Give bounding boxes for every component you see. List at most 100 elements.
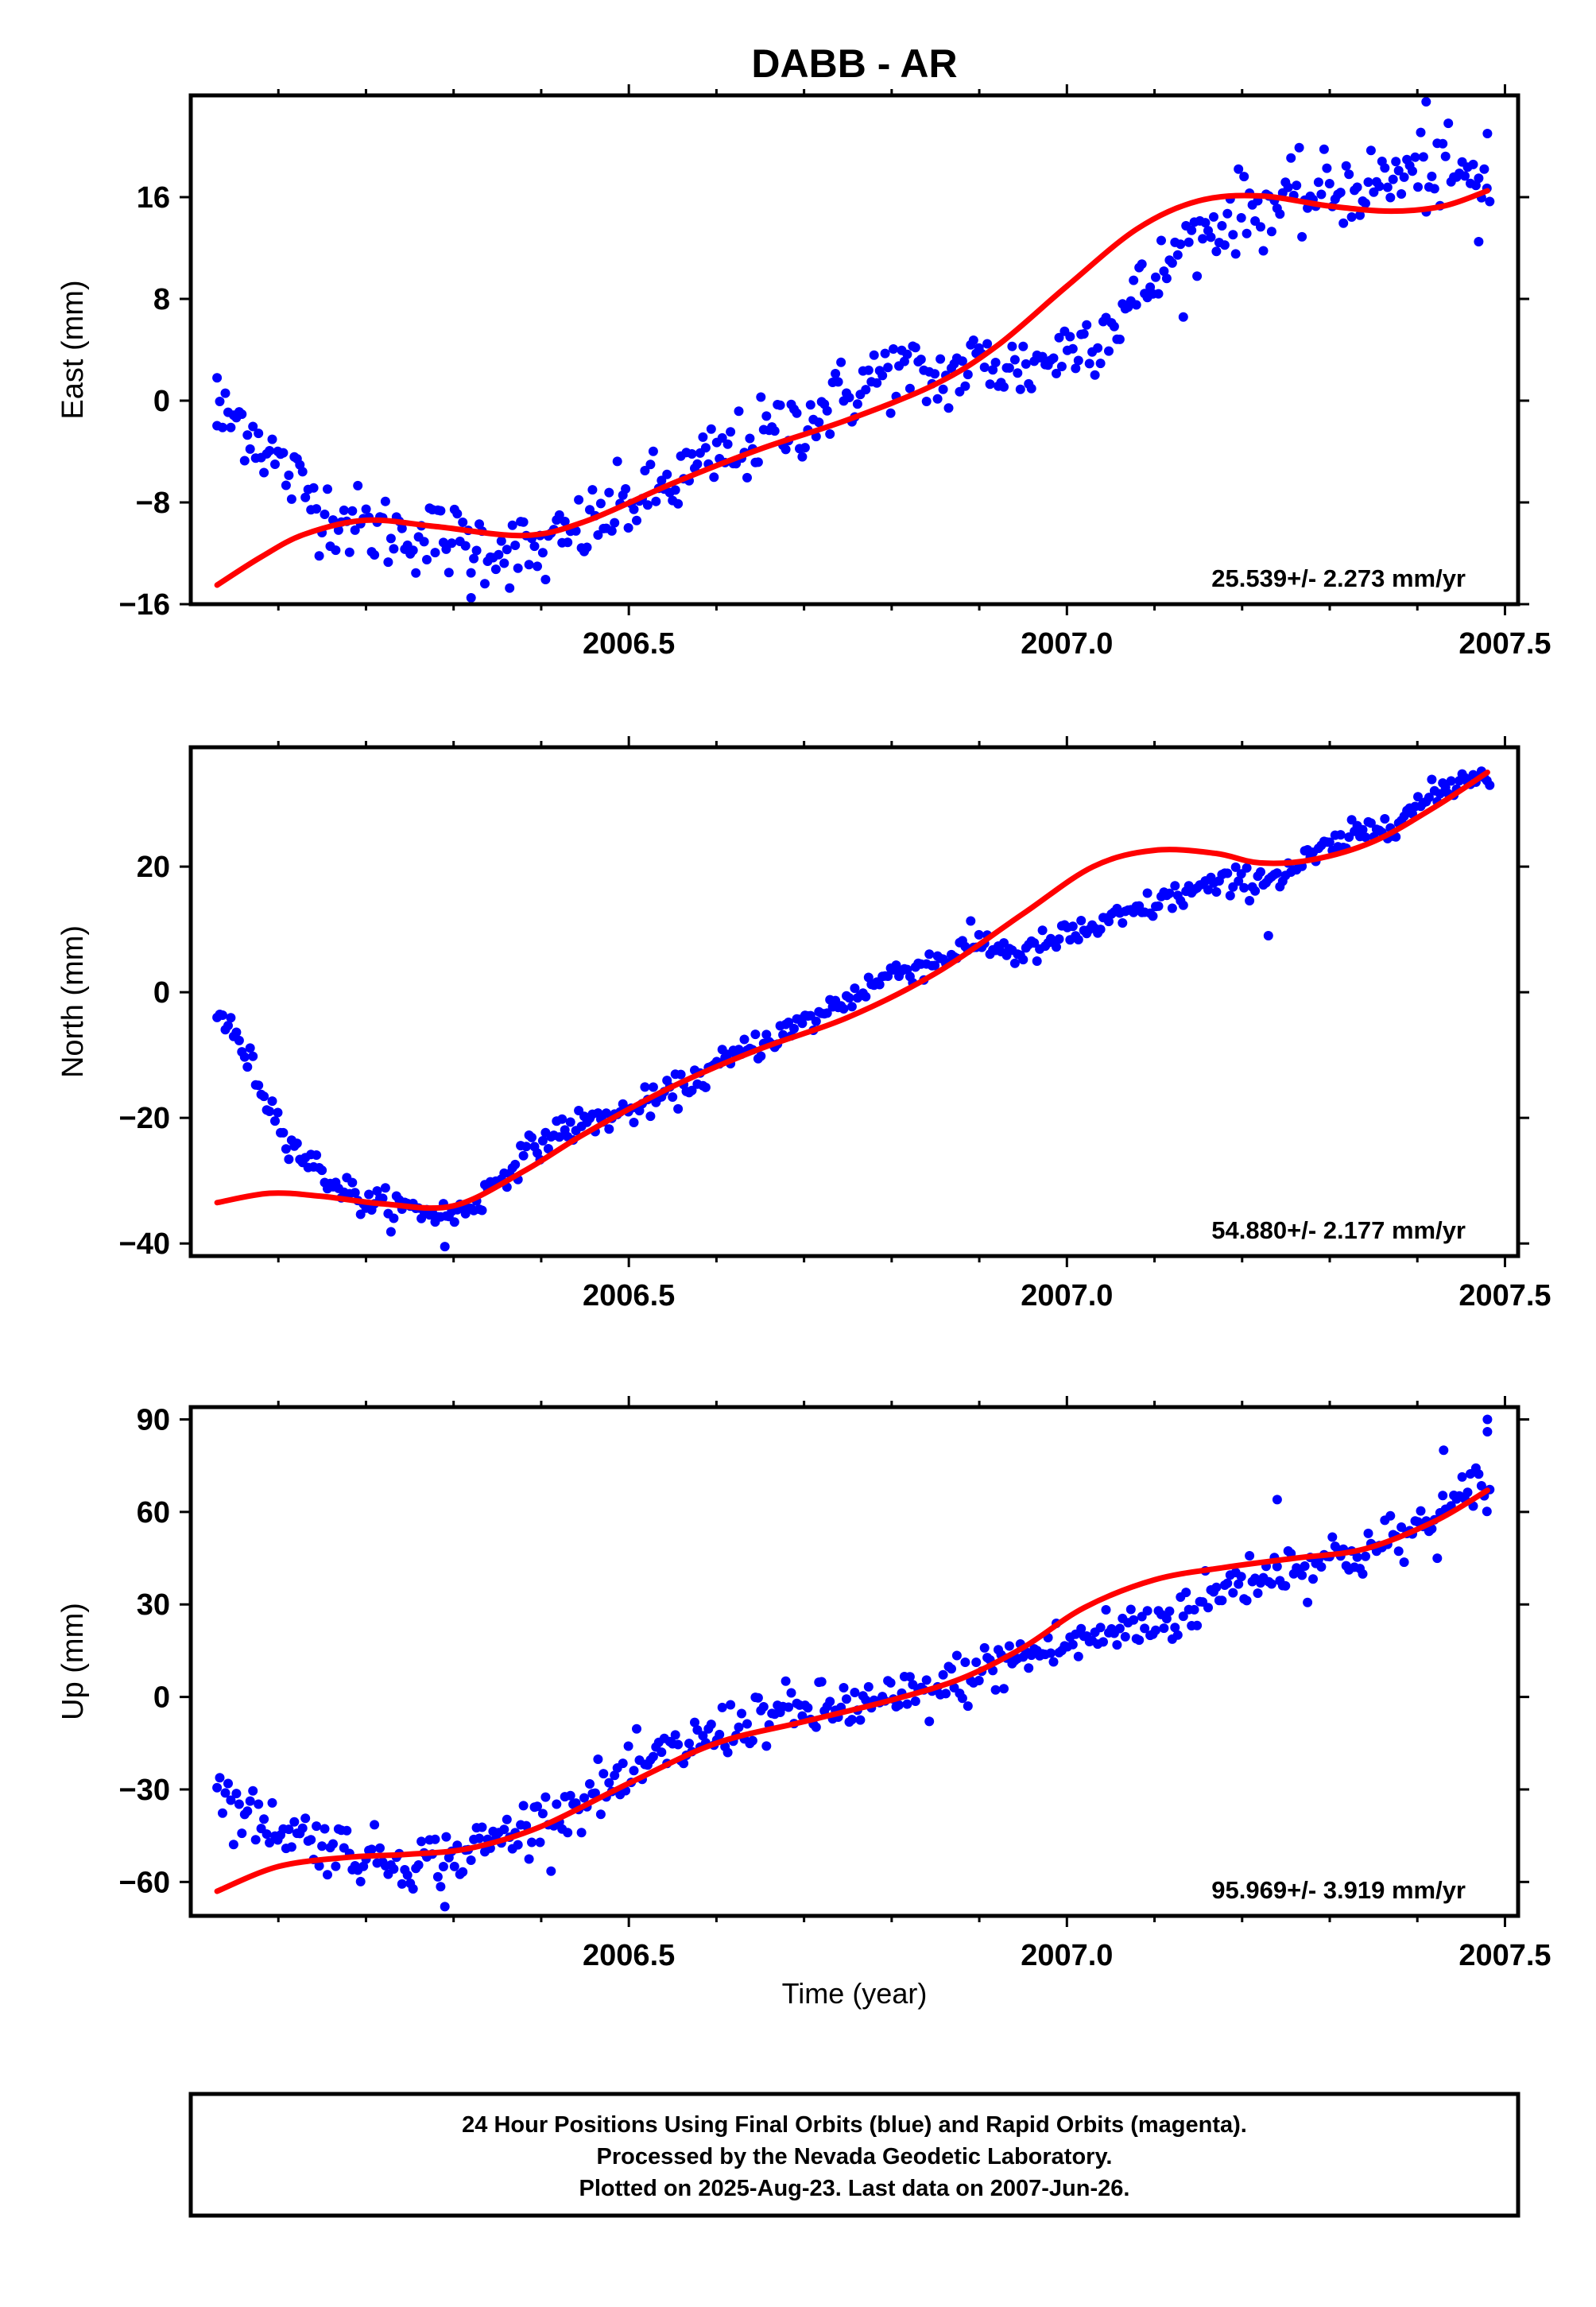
data-point	[441, 1832, 451, 1842]
data-point	[1054, 332, 1064, 343]
data-point	[1230, 249, 1241, 259]
data-point	[419, 537, 429, 547]
data-point	[1374, 181, 1385, 192]
data-point	[215, 397, 225, 406]
data-point	[971, 1658, 982, 1667]
data-point	[339, 505, 349, 515]
data-point	[436, 1882, 446, 1892]
data-point	[560, 517, 570, 526]
data-point	[1018, 955, 1028, 965]
y-tick-label: 0	[153, 385, 170, 418]
data-point	[1263, 931, 1273, 940]
data-point	[623, 1741, 633, 1751]
plot-frame	[188, 745, 1520, 1258]
data-point	[852, 399, 862, 409]
data-point	[546, 1866, 556, 1876]
data-point	[436, 506, 446, 516]
data-point	[1067, 343, 1078, 354]
data-point	[1148, 911, 1158, 921]
data-point	[1485, 196, 1495, 207]
data-point	[673, 498, 684, 509]
data-point	[1272, 868, 1282, 878]
data-point	[709, 472, 719, 483]
data-point	[1479, 164, 1489, 174]
data-point	[1067, 1639, 1078, 1650]
x-tick-label: 2007.5	[1458, 1939, 1551, 1972]
data-point	[300, 1813, 311, 1824]
y-tick-label: −40	[119, 1227, 170, 1261]
data-point	[1114, 334, 1125, 344]
data-point	[220, 1788, 230, 1798]
data-point	[347, 1177, 358, 1188]
data-point	[1151, 1625, 1160, 1635]
data-point	[684, 1739, 694, 1749]
data-point	[1222, 208, 1233, 219]
data-point	[811, 1016, 821, 1026]
data-point	[869, 350, 879, 360]
data-point	[510, 541, 521, 550]
data-point	[717, 1702, 727, 1712]
data-point	[1200, 218, 1211, 228]
data-point	[292, 1138, 302, 1149]
data-point	[836, 357, 846, 367]
data-point	[839, 1004, 849, 1014]
data-point	[690, 1717, 699, 1727]
footer-line-2: Processed by the Nevada Geodetic Laborat…	[597, 2144, 1113, 2169]
y-tick-label: 20	[137, 851, 170, 884]
data-point	[440, 1242, 450, 1252]
data-point	[863, 1681, 874, 1692]
data-point	[990, 358, 1001, 367]
data-point	[604, 1124, 614, 1134]
final-orbit-points	[212, 766, 1495, 1252]
data-point	[554, 510, 564, 520]
data-point	[460, 541, 471, 551]
data-point	[800, 443, 810, 453]
data-point	[1098, 1637, 1108, 1647]
data-point	[521, 1142, 532, 1152]
data-point	[265, 1107, 275, 1116]
data-point	[226, 422, 236, 432]
data-point	[861, 385, 871, 395]
data-point	[383, 557, 393, 568]
data-point	[932, 394, 943, 404]
data-point	[1076, 916, 1087, 925]
data-point	[1366, 818, 1376, 828]
data-point	[518, 1801, 529, 1811]
data-point	[242, 1806, 253, 1817]
data-point	[281, 480, 291, 490]
data-point	[924, 949, 935, 960]
data-point	[248, 421, 258, 432]
data-point	[756, 1051, 766, 1061]
data-point	[1181, 1588, 1191, 1598]
data-point	[1090, 370, 1100, 380]
data-point	[1352, 182, 1362, 192]
data-point	[842, 1694, 851, 1704]
data-point	[1172, 250, 1183, 260]
data-point	[1129, 275, 1139, 285]
data-point	[610, 518, 620, 528]
data-point	[1073, 355, 1083, 366]
data-point	[936, 354, 946, 364]
velocity-rate-label: 54.880+/- 2.177 mm/yr	[1211, 1216, 1466, 1244]
data-point	[1482, 129, 1493, 138]
y-tick-label: 8	[153, 283, 170, 316]
data-point	[1236, 869, 1246, 879]
data-point	[1067, 921, 1078, 932]
data-point	[872, 378, 882, 388]
panel-north: 2006.5 2007.0 2007.5 −40 −20 0 20 North (mm) 54.…	[56, 736, 1551, 1312]
data-point	[1446, 776, 1456, 786]
data-point	[265, 1838, 275, 1848]
data-point	[1178, 900, 1188, 910]
data-point	[469, 553, 479, 564]
data-point	[259, 467, 269, 478]
data-point	[1482, 1414, 1493, 1425]
data-point	[1382, 182, 1393, 192]
data-point	[1474, 173, 1484, 184]
data-point	[565, 1790, 575, 1801]
x-tick-label: 2006.5	[583, 627, 675, 661]
data-point	[1211, 887, 1222, 897]
data-point	[278, 448, 289, 458]
data-point	[582, 542, 592, 553]
data-point	[1228, 230, 1238, 240]
data-point	[1322, 163, 1332, 173]
